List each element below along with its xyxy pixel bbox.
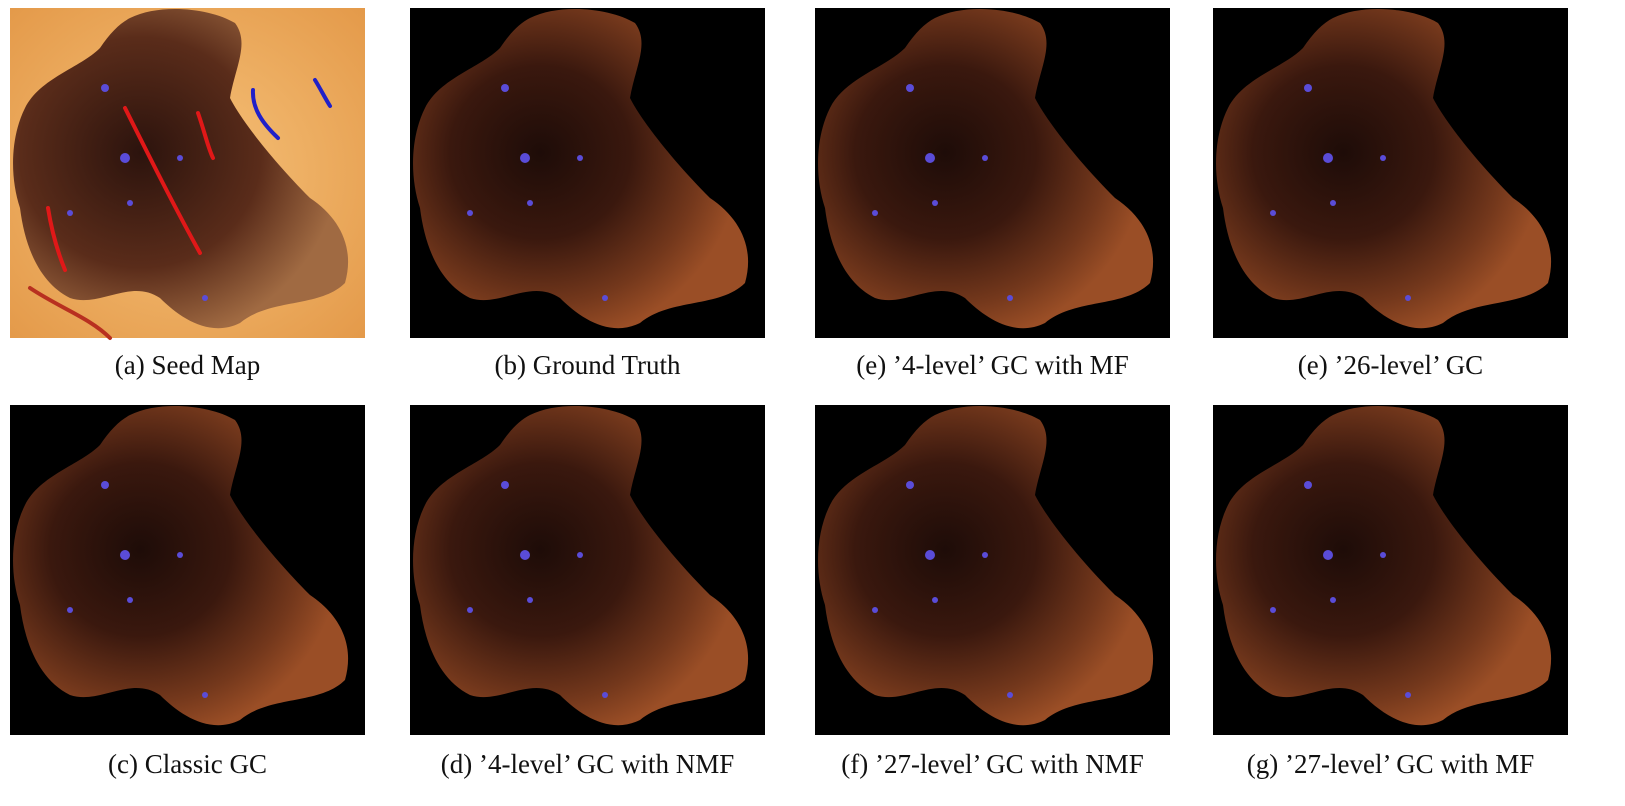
panel bbox=[1213, 8, 1568, 338]
panel bbox=[10, 405, 365, 735]
panel bbox=[410, 8, 765, 338]
panel bbox=[815, 405, 1170, 735]
page: {"figure": {"panels": [ {"caption": "(a)… bbox=[0, 0, 1625, 806]
panel-caption: (d) ’4-level’ GC with NMF bbox=[441, 749, 734, 779]
panel bbox=[815, 8, 1170, 338]
figure: (a) Seed Map (b) Ground Truth (e) ’4-level… bbox=[0, 0, 1625, 806]
panel-caption: (e) ’26-level’ GC bbox=[1298, 350, 1483, 380]
panel-caption: (g) ’27-level’ GC with MF bbox=[1247, 749, 1534, 779]
panel-caption: (a) Seed Map bbox=[115, 350, 260, 380]
panel bbox=[1213, 405, 1568, 735]
panel-caption: (f) ’27-level’ GC with NMF bbox=[841, 749, 1143, 779]
panel-caption: (c) Classic GC bbox=[108, 749, 267, 779]
panel-caption: (e) ’4-level’ GC with MF bbox=[856, 350, 1128, 380]
panel-caption: (b) Ground Truth bbox=[494, 350, 681, 380]
panel bbox=[410, 405, 765, 735]
panel bbox=[10, 8, 365, 338]
